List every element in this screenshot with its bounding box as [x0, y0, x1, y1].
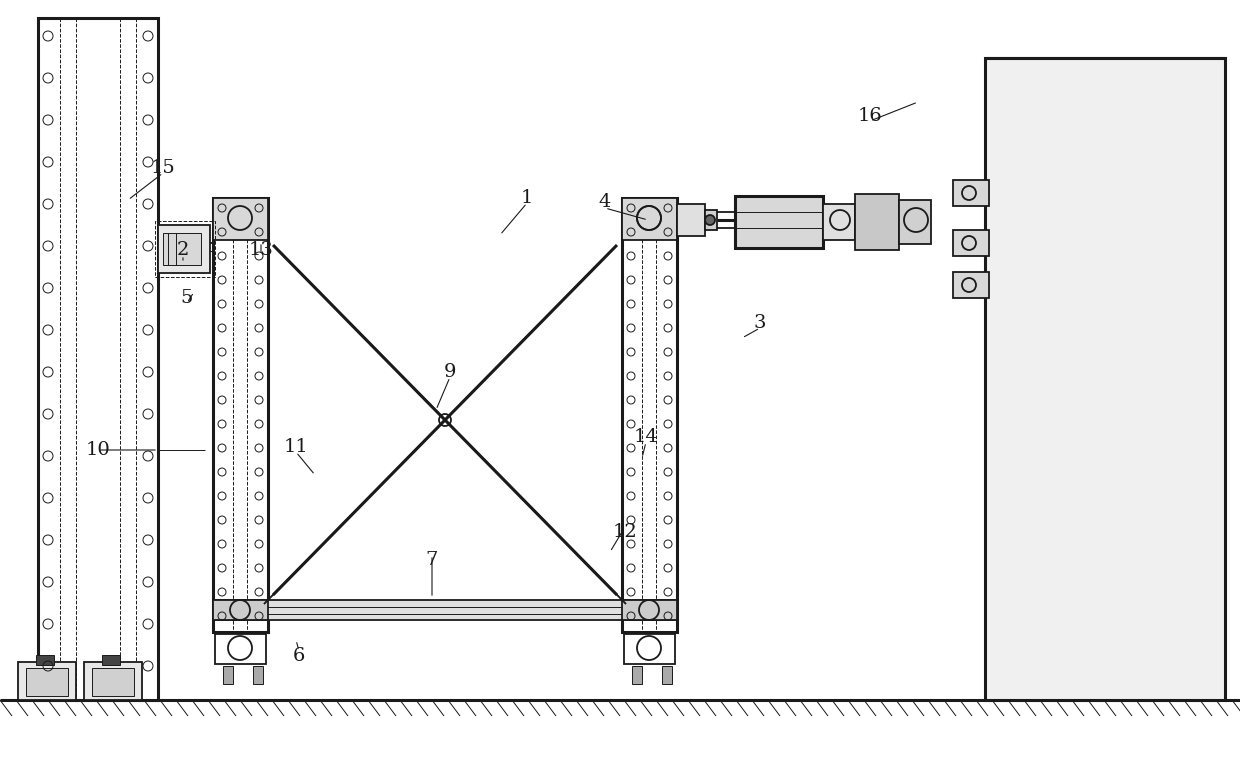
Bar: [223, 666, 233, 684]
Bar: [624, 634, 675, 664]
Bar: [677, 204, 706, 236]
Bar: [856, 194, 899, 250]
Bar: [706, 210, 717, 230]
Bar: [215, 634, 267, 664]
Text: 5: 5: [181, 289, 193, 307]
Bar: [622, 198, 677, 632]
Text: 4: 4: [599, 193, 611, 211]
Bar: [84, 662, 143, 700]
Text: 1: 1: [521, 189, 533, 207]
Bar: [102, 655, 120, 665]
Bar: [954, 180, 990, 206]
Text: 16: 16: [858, 107, 883, 125]
Bar: [622, 600, 677, 620]
Text: 12: 12: [613, 523, 637, 541]
Text: 2: 2: [177, 241, 190, 259]
Bar: [899, 200, 931, 244]
Bar: [38, 18, 157, 700]
Text: 14: 14: [634, 428, 658, 446]
Text: 11: 11: [284, 438, 309, 456]
Text: 7: 7: [425, 551, 438, 569]
Text: 15: 15: [150, 159, 175, 177]
Bar: [213, 600, 677, 620]
Bar: [622, 198, 677, 240]
Text: 13: 13: [248, 241, 274, 259]
Bar: [92, 668, 134, 696]
Text: 6: 6: [293, 647, 305, 665]
Bar: [662, 666, 672, 684]
Bar: [36, 655, 55, 665]
Text: 9: 9: [444, 363, 456, 381]
Bar: [213, 198, 268, 632]
Bar: [954, 272, 990, 298]
Bar: [213, 600, 268, 620]
Text: 3: 3: [754, 314, 766, 332]
Text: 10: 10: [86, 441, 110, 459]
Bar: [162, 233, 201, 265]
Circle shape: [706, 215, 715, 225]
Bar: [735, 196, 823, 248]
Bar: [19, 662, 76, 700]
Bar: [823, 204, 856, 240]
Bar: [26, 668, 68, 696]
Bar: [155, 221, 215, 277]
Bar: [954, 230, 990, 256]
Bar: [253, 666, 263, 684]
Bar: [213, 198, 268, 240]
Bar: [985, 58, 1225, 700]
Bar: [632, 666, 642, 684]
Bar: [157, 225, 210, 273]
